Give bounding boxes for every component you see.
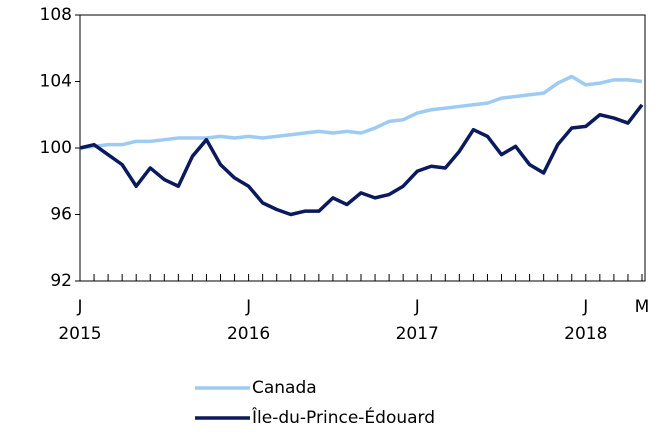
x-tick-label: M (635, 297, 650, 317)
series-line (79, 103, 644, 217)
y-tick-label: 100 (40, 138, 72, 158)
year-label: 2017 (396, 324, 439, 344)
x-tick-label: J (245, 297, 251, 317)
legend-label: Île-du-Prince-Édouard (251, 406, 435, 428)
y-tick-label: 104 (40, 72, 72, 92)
x-tick-label: J (582, 297, 588, 317)
series-line (79, 74, 643, 150)
legend-label: Canada (252, 378, 317, 398)
y-tick-label: 108 (40, 5, 72, 25)
year-label: 2015 (58, 324, 101, 344)
x-tick-label: J (414, 297, 420, 317)
y-tick-label: 96 (50, 205, 72, 225)
year-label: 2018 (564, 324, 607, 344)
y-tick-label: 92 (50, 271, 72, 291)
x-tick-label: J (76, 297, 82, 317)
plot-frame (79, 14, 646, 282)
year-label: 2016 (227, 324, 270, 344)
